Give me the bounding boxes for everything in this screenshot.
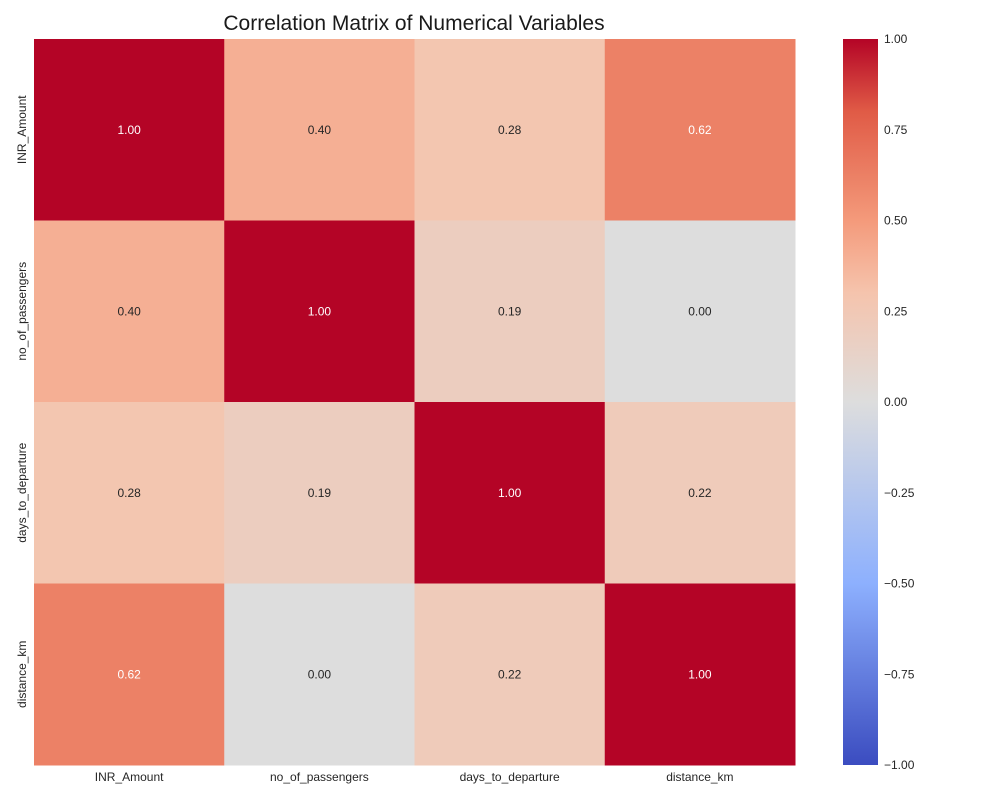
heatmap-cell	[224, 583, 415, 766]
colorbar-tick-label: −0.50	[884, 577, 915, 591]
heatmap-cells	[34, 39, 796, 766]
heatmap-cell	[414, 583, 606, 766]
cell-value-label: 1.00	[308, 304, 332, 318]
colorbar-tick-label: 0.00	[884, 395, 908, 409]
colorbar-tick-label: 0.25	[884, 304, 908, 318]
x-tick-label: no_of_passengers	[270, 770, 369, 784]
colorbar	[843, 39, 878, 765]
cell-value-label: 1.00	[498, 486, 522, 500]
heatmap-cell	[604, 39, 796, 221]
colorbar-tick-label: −0.25	[884, 486, 915, 500]
heatmap-cell	[604, 402, 796, 584]
colorbar-tick-label: 0.50	[884, 214, 908, 228]
cell-value-label: 0.00	[688, 304, 712, 318]
colorbar-tick-labels: 1.00 0.75 0.50 0.25 0.00 −0.25 −0.50 −0.75 −1.00	[884, 32, 915, 772]
colorbar-gradient	[843, 39, 878, 765]
y-tick-label: days_to_departure	[15, 442, 29, 542]
heatmap-cell	[34, 39, 225, 221]
heatmap-cell	[34, 402, 225, 584]
heatmap-cell	[34, 220, 225, 403]
heatmap-cell	[34, 583, 225, 766]
x-tick-label: days_to_departure	[460, 770, 560, 784]
y-tick-label: no_of_passengers	[15, 262, 29, 361]
heatmap-cell	[224, 402, 415, 584]
colorbar-tick-label: −0.75	[884, 667, 915, 681]
cell-value-label: 0.40	[308, 123, 332, 137]
cell-value-label: 0.22	[498, 667, 522, 681]
heatmap-cell	[224, 39, 415, 221]
heatmap-cell-labels: 1.00 0.40 0.28 0.62 0.40 1.00 0.19 0.00 0.28 0.19…	[117, 123, 711, 682]
x-tick-label: distance_km	[666, 770, 733, 784]
chart-title: Correlation Matrix of Numerical Variable…	[223, 12, 604, 35]
cell-value-label: 0.28	[117, 486, 141, 500]
cell-value-label: 0.22	[688, 486, 712, 500]
x-axis-tick-labels: INR_Amount no_of_passengers days_to_depart…	[95, 770, 734, 784]
y-tick-label: distance_km	[15, 641, 29, 708]
y-tick-label: INR_Amount	[15, 95, 29, 164]
colorbar-tick-label: 0.75	[884, 123, 908, 137]
cell-value-label: 0.19	[498, 304, 522, 318]
y-axis-tick-labels: INR_Amount no_of_passengers days_to_depart…	[15, 95, 29, 708]
heatmap-cell	[414, 39, 606, 221]
colorbar-tick-label: 1.00	[884, 32, 908, 46]
cell-value-label: 0.62	[688, 123, 712, 137]
heatmap-cell	[604, 583, 796, 766]
cell-value-label: 0.00	[308, 667, 332, 681]
colorbar-tick-label: −1.00	[884, 758, 915, 772]
cell-value-label: 0.40	[117, 304, 141, 318]
x-tick-label: INR_Amount	[95, 770, 164, 784]
cell-value-label: 0.62	[117, 667, 141, 681]
cell-value-label: 0.28	[498, 123, 522, 137]
heatmap-cell	[224, 220, 415, 403]
heatmap-cell	[414, 402, 606, 584]
heatmap-cell	[604, 220, 796, 403]
cell-value-label: 0.19	[308, 486, 332, 500]
heatmap-cell	[414, 220, 606, 403]
cell-value-label: 1.00	[688, 667, 712, 681]
cell-value-label: 1.00	[117, 123, 141, 137]
